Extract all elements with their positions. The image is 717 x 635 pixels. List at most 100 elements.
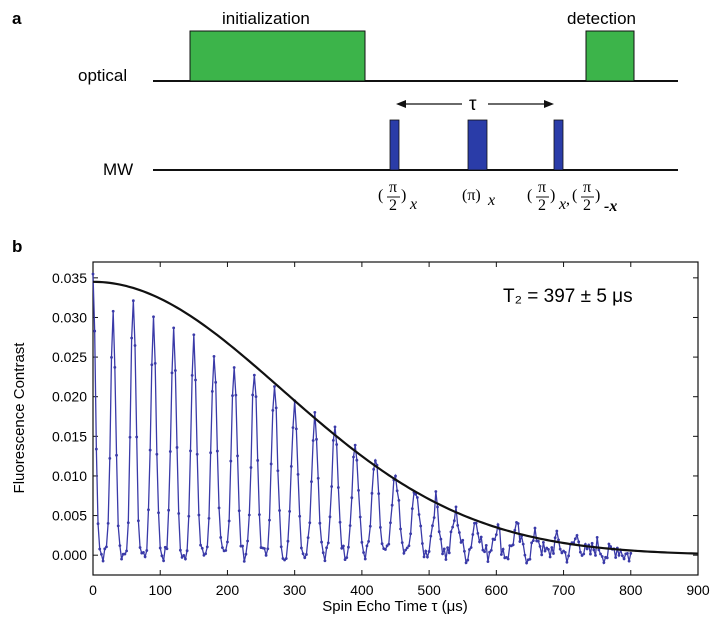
data-point: [553, 536, 557, 540]
data-point: [333, 425, 337, 429]
data-point: [536, 539, 540, 543]
data-point: [431, 524, 434, 528]
data-point: [321, 551, 325, 555]
svg-text:): ): [401, 187, 406, 204]
y-tick-label: 0.010: [52, 468, 87, 484]
data-point: [422, 555, 426, 559]
data-point: [488, 550, 492, 554]
data-point: [446, 546, 449, 549]
data-point: [432, 516, 436, 519]
data-point: [209, 451, 213, 455]
data-point: [219, 536, 223, 539]
data-point: [348, 524, 352, 527]
data-point: [266, 547, 270, 551]
data-point: [187, 514, 191, 518]
tau-arrow-right-head: [544, 100, 554, 108]
data-point: [189, 449, 192, 453]
data-point: [93, 329, 97, 333]
data-point: [427, 550, 431, 553]
data-point: [148, 448, 152, 452]
y-tick-label: 0.005: [52, 508, 87, 524]
data-point: [597, 548, 601, 552]
data-point: [91, 272, 95, 276]
x-tick-label: 800: [619, 582, 643, 598]
data-point: [263, 547, 266, 550]
data-point: [244, 552, 248, 556]
data-point: [94, 447, 98, 451]
data-point: [224, 549, 228, 552]
data-point: [194, 378, 197, 382]
data-point: [138, 546, 142, 549]
data-point: [204, 552, 208, 556]
data-point: [123, 552, 127, 556]
data-point: [115, 453, 118, 457]
data-point: [133, 344, 137, 347]
data-point: [471, 533, 475, 536]
y-tick-label: 0.015: [52, 428, 87, 444]
data-point: [521, 542, 525, 546]
data-point: [494, 533, 498, 537]
data-point: [199, 543, 202, 547]
y-tick-label: 0.030: [52, 309, 87, 325]
data-point: [110, 355, 113, 359]
data-point: [254, 395, 258, 399]
frac-den: 2: [389, 197, 397, 214]
x-tick-label: 100: [149, 582, 173, 598]
data-point: [143, 555, 147, 559]
data-point: [466, 558, 470, 562]
initialization-pulse: [189, 30, 366, 82]
data-point: [147, 508, 150, 512]
data-point: [506, 557, 510, 561]
data-point: [251, 393, 255, 397]
data-point: [342, 544, 345, 548]
data-point: [594, 553, 597, 557]
data-point: [395, 489, 399, 493]
data-point: [335, 443, 339, 446]
data-point: [214, 380, 218, 384]
data-point: [175, 446, 179, 449]
data-point: [200, 546, 204, 550]
data-point: [325, 546, 328, 550]
data-point: [528, 557, 532, 561]
data-point: [372, 467, 376, 471]
data-point: [474, 521, 478, 525]
data-point: [232, 366, 236, 369]
data-point: [190, 374, 194, 377]
x-tick-label: 900: [686, 582, 710, 598]
data-point: [415, 496, 419, 499]
data-point: [589, 552, 592, 556]
data-point: [605, 556, 609, 560]
data-point: [523, 553, 527, 557]
data-point: [303, 556, 307, 560]
data-point: [419, 524, 423, 528]
data-point: [614, 556, 618, 559]
data-point: [484, 544, 488, 547]
y-axis-title: Fluorescence Contrast: [11, 342, 28, 494]
data-point: [126, 521, 130, 525]
x-tick-label: 200: [216, 582, 240, 598]
sep: ,: [566, 191, 570, 208]
data-point: [178, 548, 182, 552]
data-point: [449, 530, 453, 534]
data-point: [557, 538, 560, 542]
mw-label: MW: [103, 160, 133, 179]
data-point: [153, 362, 157, 365]
data-point: [590, 541, 594, 545]
data-point: [205, 545, 209, 549]
data-point: [365, 544, 369, 548]
data-point: [150, 363, 154, 367]
x-tick-label: 600: [485, 582, 509, 598]
data-point: [496, 523, 500, 527]
data-point: [136, 519, 140, 523]
data-point: [286, 539, 290, 543]
data-point: [357, 489, 360, 492]
data-point: [328, 515, 332, 519]
data-point: [273, 385, 276, 388]
data-point: [118, 544, 122, 548]
data-point: [226, 540, 229, 544]
data-point: [426, 555, 429, 559]
data-point: [478, 540, 481, 544]
data-point: [135, 435, 139, 439]
data-point: [217, 506, 221, 510]
sub: x: [558, 196, 566, 213]
